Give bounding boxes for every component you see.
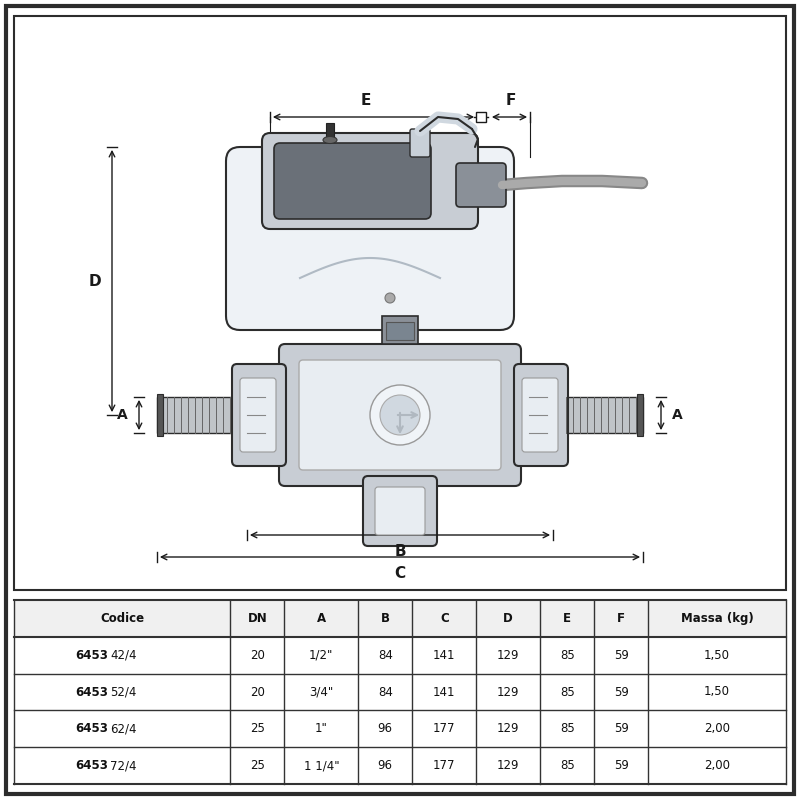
Text: A: A xyxy=(672,408,682,422)
Text: 20: 20 xyxy=(250,686,265,698)
Text: DN: DN xyxy=(247,612,267,625)
Text: 1/2": 1/2" xyxy=(309,649,334,662)
Ellipse shape xyxy=(370,385,430,445)
Bar xyxy=(476,112,486,122)
Text: D: D xyxy=(503,612,513,625)
Text: 85: 85 xyxy=(560,722,574,735)
Text: B: B xyxy=(381,612,390,625)
Bar xyxy=(637,394,643,436)
Bar xyxy=(326,123,334,139)
Text: 59: 59 xyxy=(614,686,629,698)
Text: 3/4": 3/4" xyxy=(309,686,334,698)
Text: 85: 85 xyxy=(560,649,574,662)
Text: 129: 129 xyxy=(497,649,519,662)
Text: Massa (kg): Massa (kg) xyxy=(681,612,754,625)
Text: 129: 129 xyxy=(497,686,519,698)
Bar xyxy=(14,16,786,590)
Text: 141: 141 xyxy=(433,649,455,662)
Text: E: E xyxy=(563,612,571,625)
Text: 42/4: 42/4 xyxy=(110,649,137,662)
Bar xyxy=(382,316,418,344)
Text: E: E xyxy=(360,93,370,108)
Text: 85: 85 xyxy=(560,759,574,772)
Text: 52/4: 52/4 xyxy=(110,686,137,698)
Text: 6453: 6453 xyxy=(75,649,108,662)
FancyBboxPatch shape xyxy=(274,143,431,219)
Text: 59: 59 xyxy=(614,722,629,735)
Text: C: C xyxy=(440,612,449,625)
Text: 177: 177 xyxy=(433,722,455,735)
Text: 59: 59 xyxy=(614,649,629,662)
Text: 2,00: 2,00 xyxy=(704,759,730,772)
FancyBboxPatch shape xyxy=(410,129,430,157)
Text: 1 1/4": 1 1/4" xyxy=(303,759,339,772)
Text: 62/4: 62/4 xyxy=(110,722,137,735)
Ellipse shape xyxy=(385,293,395,303)
Ellipse shape xyxy=(380,395,420,435)
Bar xyxy=(563,397,643,433)
FancyBboxPatch shape xyxy=(363,476,437,546)
Text: 6453: 6453 xyxy=(75,686,108,698)
FancyBboxPatch shape xyxy=(226,147,514,330)
FancyBboxPatch shape xyxy=(240,378,276,452)
FancyBboxPatch shape xyxy=(299,360,501,470)
Text: 25: 25 xyxy=(250,722,265,735)
Text: 2,00: 2,00 xyxy=(704,722,730,735)
Text: 6453: 6453 xyxy=(75,722,108,735)
Text: 84: 84 xyxy=(378,686,393,698)
Text: 72/4: 72/4 xyxy=(110,759,137,772)
FancyBboxPatch shape xyxy=(232,364,286,466)
Text: 1": 1" xyxy=(315,722,328,735)
Text: D: D xyxy=(88,274,101,289)
FancyBboxPatch shape xyxy=(456,163,506,207)
Text: 25: 25 xyxy=(250,759,265,772)
Text: A: A xyxy=(317,612,326,625)
Text: 85: 85 xyxy=(560,686,574,698)
Text: A: A xyxy=(118,408,128,422)
FancyBboxPatch shape xyxy=(262,133,478,229)
Ellipse shape xyxy=(323,137,337,143)
Text: 84: 84 xyxy=(378,649,393,662)
Text: F: F xyxy=(506,93,516,108)
Bar xyxy=(157,394,163,436)
Bar xyxy=(157,397,237,433)
Text: 129: 129 xyxy=(497,759,519,772)
Text: 1,50: 1,50 xyxy=(704,686,730,698)
Text: C: C xyxy=(394,566,406,581)
Text: 141: 141 xyxy=(433,686,455,698)
Text: 177: 177 xyxy=(433,759,455,772)
FancyBboxPatch shape xyxy=(514,364,568,466)
Text: F: F xyxy=(618,612,626,625)
Text: 96: 96 xyxy=(378,759,393,772)
FancyBboxPatch shape xyxy=(375,487,425,535)
Text: 6453: 6453 xyxy=(75,759,108,772)
Text: B: B xyxy=(394,544,406,559)
Bar xyxy=(386,322,414,340)
Text: 96: 96 xyxy=(378,722,393,735)
FancyBboxPatch shape xyxy=(279,344,521,486)
Text: 1,50: 1,50 xyxy=(704,649,730,662)
FancyBboxPatch shape xyxy=(522,378,558,452)
Text: 129: 129 xyxy=(497,722,519,735)
Text: 20: 20 xyxy=(250,649,265,662)
Bar xyxy=(14,600,786,637)
Text: 59: 59 xyxy=(614,759,629,772)
Text: Codice: Codice xyxy=(100,612,144,625)
